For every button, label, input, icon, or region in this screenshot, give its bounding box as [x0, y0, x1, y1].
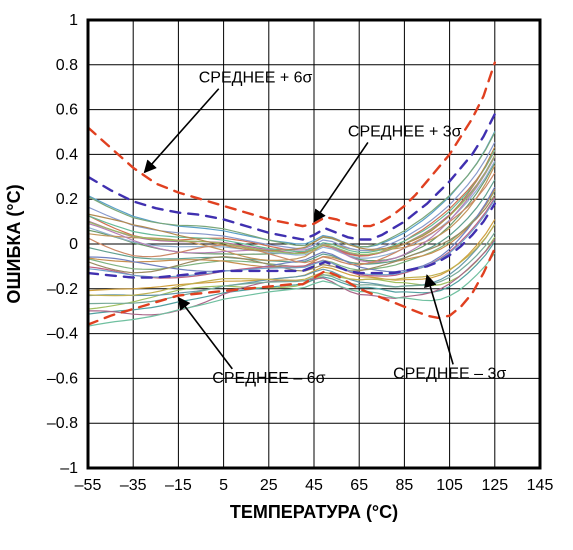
- y-tick: –0.6: [47, 370, 78, 387]
- x-tick: 145: [527, 477, 554, 494]
- y-tick: 0.2: [56, 191, 78, 208]
- x-axis-label: ТЕМПЕРАТУРА (°C): [230, 502, 398, 522]
- x-tick: 45: [305, 477, 323, 494]
- error-vs-temperature-chart: –55 –35 –15 5 25 45 65 85 105 125 145 –1 –0.8 –0.6 –0.…: [0, 0, 573, 550]
- annotation-mean_minus_3s: СРЕДНЕЕ – 3σ: [393, 365, 506, 382]
- x-tick: 85: [396, 477, 414, 494]
- y-tick: 0.4: [56, 146, 78, 163]
- x-tick: –35: [120, 477, 147, 494]
- x-tick: –55: [75, 477, 102, 494]
- annotation-mean_plus_6s: СРЕДНЕЕ + 6σ: [199, 70, 313, 87]
- chart-container: { "chart": { "type": "line", "width_px":…: [0, 0, 573, 550]
- annotation-mean_plus_3s: СРЕДНЕЕ + 3σ: [348, 123, 462, 140]
- y-tick: 0: [69, 236, 78, 253]
- x-tick-labels: –55 –35 –15 5 25 45 65 85 105 125 145: [75, 477, 554, 494]
- y-tick: –0.8: [47, 415, 78, 432]
- y-tick: 0.6: [56, 102, 78, 119]
- annotation-mean_minus_6s: СРЕДНЕЕ – 6σ: [212, 370, 325, 387]
- y-tick: –1: [60, 460, 78, 477]
- x-tick: 105: [436, 477, 463, 494]
- x-tick: 25: [260, 477, 278, 494]
- y-tick: –0.2: [47, 281, 78, 298]
- x-tick: 5: [219, 477, 228, 494]
- x-tick: 65: [350, 477, 368, 494]
- y-tick: 0.8: [56, 57, 78, 74]
- x-tick: –15: [165, 477, 192, 494]
- x-tick: 125: [481, 477, 508, 494]
- y-tick: 1: [69, 12, 78, 29]
- y-tick: –0.4: [47, 326, 78, 343]
- y-axis-label: ОШИБКА (°C): [4, 184, 24, 303]
